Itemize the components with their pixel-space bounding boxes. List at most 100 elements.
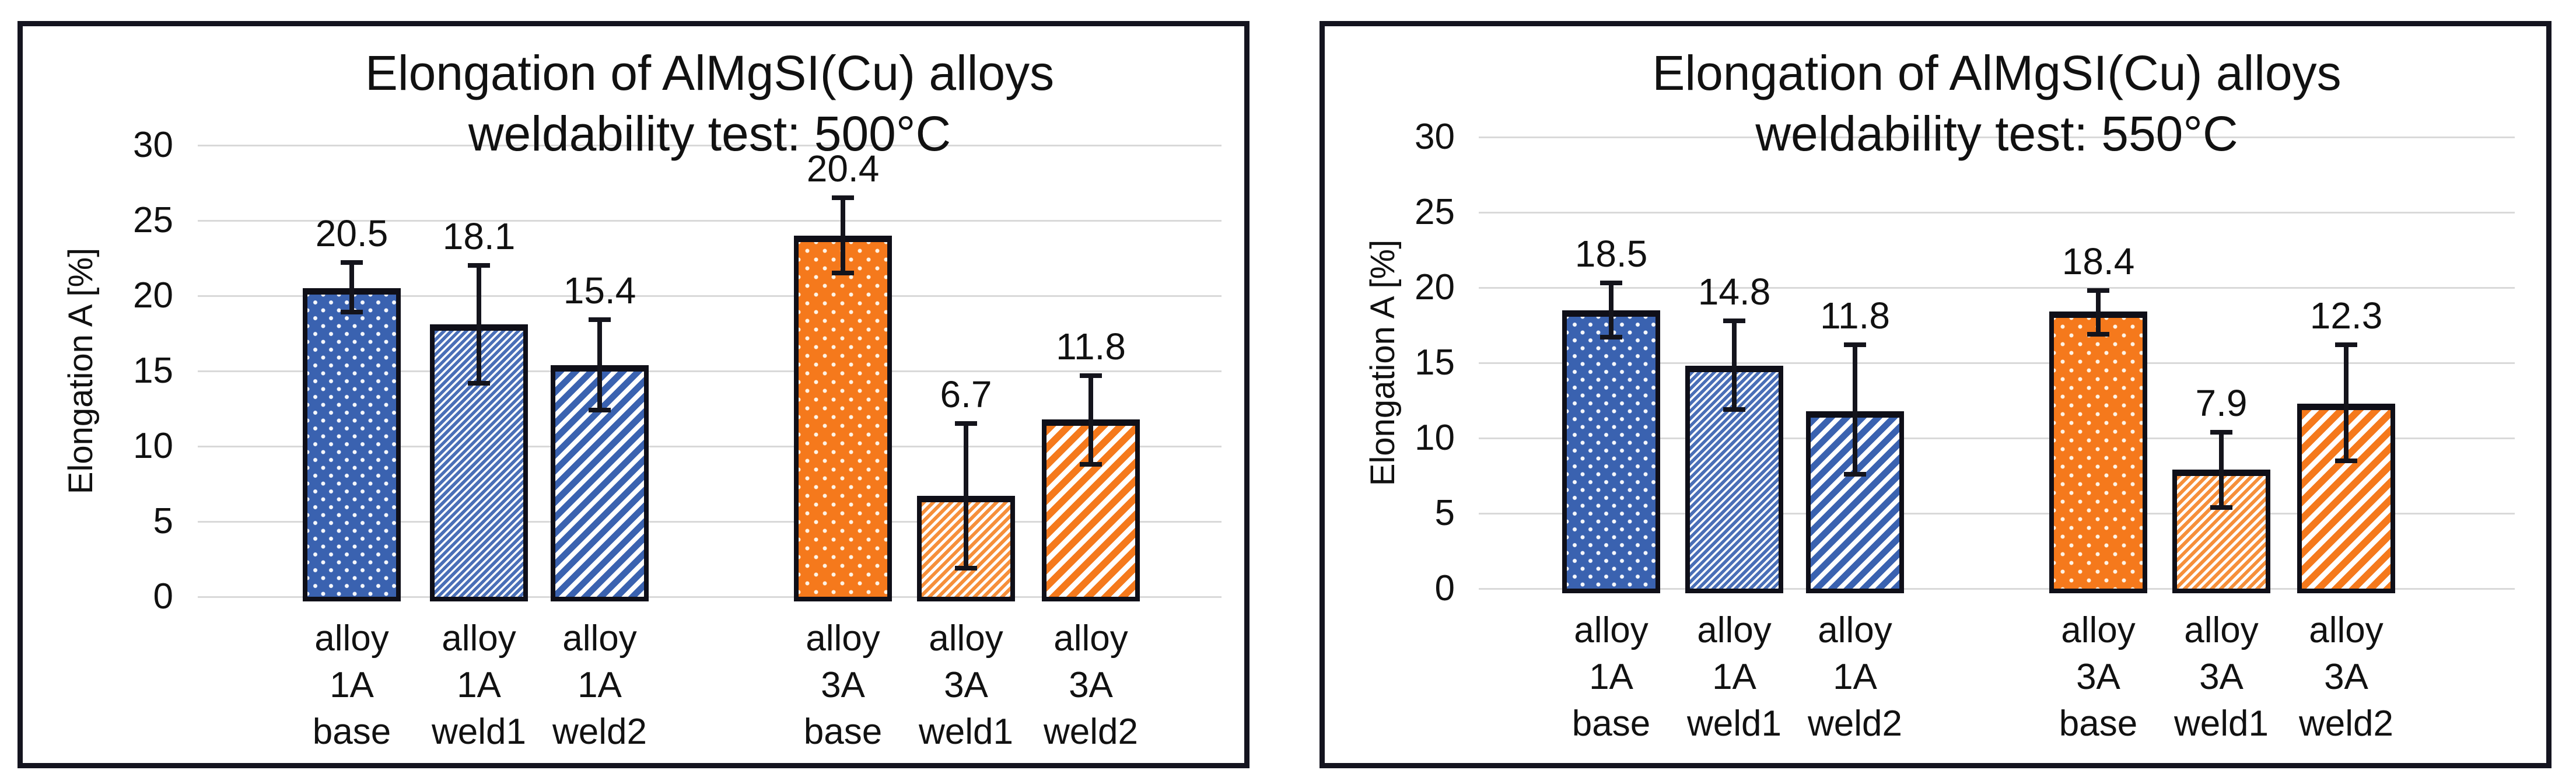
chart-panel-550c: Elongation of AlMgSI(Cu) alloys weldabili… bbox=[1320, 21, 2552, 768]
y-tick-label: 15 bbox=[1415, 342, 1455, 383]
error-bar-line bbox=[2096, 290, 2101, 334]
category-label-alloy-1A-base: alloy 1A base bbox=[1530, 607, 1693, 747]
chart-title: Elongation of AlMgSI(Cu) alloys weldabili… bbox=[198, 43, 1222, 164]
category-label-line: weld1 bbox=[1687, 704, 1782, 744]
category-label-line: 1A bbox=[457, 665, 501, 705]
category-label-line: alloy bbox=[929, 618, 1003, 659]
chart-title-line1: Elongation of AlMgSI(Cu) alloys bbox=[365, 46, 1055, 100]
bar-alloy-1A-base bbox=[303, 288, 401, 601]
bar-value-label: 18.4 bbox=[2062, 240, 2135, 283]
category-label-line: 1A bbox=[1712, 657, 1756, 697]
category-label-line: weld1 bbox=[432, 712, 526, 752]
gridline-y-0 bbox=[1479, 587, 2515, 590]
gridline-y-20 bbox=[1479, 286, 2515, 289]
chart-title: Elongation of AlMgSI(Cu) alloys weldabili… bbox=[1479, 43, 2515, 164]
error-bar-cap-bottom bbox=[1600, 335, 1622, 340]
bar-alloy-1A-base bbox=[1562, 310, 1660, 593]
gridline-y-5 bbox=[198, 520, 1222, 523]
category-label-alloy-3A-base: alloy 3A base bbox=[761, 615, 925, 755]
chart-title-line1: Elongation of AlMgSI(Cu) alloys bbox=[1652, 46, 2342, 100]
chart-panel-500c: Elongation of AlMgSI(Cu) alloys weldabili… bbox=[18, 21, 1250, 768]
error-bar-cap-top bbox=[589, 317, 611, 323]
category-label-line: alloy bbox=[442, 618, 516, 659]
error-bar-cap-top bbox=[2210, 429, 2232, 435]
category-label-alloy-1A-base: alloy 1A base bbox=[270, 615, 433, 755]
category-label-line: base bbox=[312, 712, 391, 752]
error-bar-cap-bottom bbox=[1723, 407, 1745, 412]
error-bar-line bbox=[964, 424, 968, 568]
gridline-y-15 bbox=[1479, 362, 2515, 364]
category-label-line: alloy bbox=[1574, 610, 1648, 650]
bar-value-label: 20.4 bbox=[806, 148, 880, 190]
y-tick-label: 25 bbox=[1415, 192, 1455, 232]
gridline-y-25 bbox=[198, 219, 1222, 222]
error-bar-line bbox=[597, 320, 602, 411]
bar-value-label: 11.8 bbox=[1056, 325, 1126, 368]
y-tick-label: 0 bbox=[1434, 568, 1455, 608]
error-bar-cap-top bbox=[1844, 342, 1866, 348]
category-label-alloy-3A-base: alloy 3A base bbox=[2017, 607, 2180, 747]
y-tick-label: 25 bbox=[133, 200, 173, 240]
category-label-line: alloy bbox=[2061, 610, 2136, 650]
category-label-line: 3A bbox=[944, 665, 988, 705]
error-bar-cap-bottom bbox=[2087, 331, 2109, 337]
error-bar-cap-bottom bbox=[2335, 458, 2357, 463]
category-label-line: alloy bbox=[2184, 610, 2259, 650]
category-label-alloy-1A-weld1: alloy 1A weld1 bbox=[397, 615, 561, 755]
error-bar-line bbox=[1609, 283, 1614, 338]
category-label-line: 1A bbox=[330, 665, 374, 705]
category-label-alloy-1A-weld1: alloy 1A weld1 bbox=[1653, 607, 1816, 747]
category-label-line: weld1 bbox=[919, 712, 1013, 752]
y-tick-label: 30 bbox=[133, 125, 173, 165]
category-label-line: alloy bbox=[1818, 610, 1892, 650]
category-label-alloy-3A-weld2: alloy 3A weld2 bbox=[1009, 615, 1172, 755]
category-label-line: base bbox=[1572, 704, 1651, 744]
error-bar-line bbox=[2219, 432, 2224, 508]
error-bar-cap-bottom bbox=[832, 271, 854, 276]
gridline-y-10 bbox=[198, 445, 1222, 447]
category-label-line: 3A bbox=[2199, 657, 2244, 697]
error-bar-line bbox=[841, 198, 845, 274]
error-bar-cap-bottom bbox=[341, 310, 363, 315]
bar-value-label: 7.9 bbox=[2195, 382, 2248, 424]
category-label-line: alloy bbox=[314, 618, 389, 659]
error-bar-line bbox=[349, 262, 354, 313]
error-bar-cap-top bbox=[1080, 373, 1102, 378]
category-label-line: weld2 bbox=[2299, 704, 2393, 744]
category-label-line: alloy bbox=[806, 618, 880, 659]
y-tick-label: 0 bbox=[153, 576, 173, 617]
bar-alloy-3A-base bbox=[794, 235, 892, 601]
category-label-line: 3A bbox=[1069, 665, 1113, 705]
category-label-line: 1A bbox=[1833, 657, 1877, 697]
y-tick-label: 20 bbox=[133, 275, 173, 316]
error-bar-line bbox=[1732, 320, 1737, 410]
bar-value-label: 6.7 bbox=[940, 373, 992, 416]
error-bar-cap-top bbox=[2087, 288, 2109, 293]
error-bar-cap-bottom bbox=[1080, 461, 1102, 467]
category-label-line: base bbox=[803, 712, 883, 752]
category-label-alloy-3A-weld1: alloy 3A weld1 bbox=[884, 615, 1048, 755]
error-bar-line bbox=[1088, 375, 1093, 464]
category-label-line: alloy bbox=[1697, 610, 1772, 650]
y-tick-label: 20 bbox=[1415, 267, 1455, 307]
category-label-alloy-1A-weld2: alloy 1A weld2 bbox=[1773, 607, 1937, 747]
category-label-line: weld1 bbox=[2174, 704, 2269, 744]
error-bar-line bbox=[477, 265, 481, 383]
y-axis-title: Elongation A [%] bbox=[1364, 239, 1402, 487]
category-label-line: weld2 bbox=[1044, 712, 1138, 752]
gridline-y-0 bbox=[198, 596, 1222, 598]
gridline-y-20 bbox=[198, 295, 1222, 297]
y-tick-label: 10 bbox=[133, 426, 173, 466]
gridline-y-5 bbox=[1479, 512, 2515, 514]
error-bar-cap-top bbox=[955, 421, 977, 426]
bar-alloy-3A-base bbox=[2049, 312, 2147, 593]
category-label-line: alloy bbox=[562, 618, 637, 659]
gridline-y-10 bbox=[1479, 437, 2515, 439]
bar-value-label: 11.8 bbox=[1820, 295, 1890, 337]
bar-alloy-1A-weld2 bbox=[1806, 411, 1904, 593]
category-label-line: weld2 bbox=[552, 712, 647, 752]
gridline-y-15 bbox=[198, 370, 1222, 372]
error-bar-cap-top bbox=[468, 263, 490, 268]
category-label-line: weld2 bbox=[1808, 704, 1902, 744]
